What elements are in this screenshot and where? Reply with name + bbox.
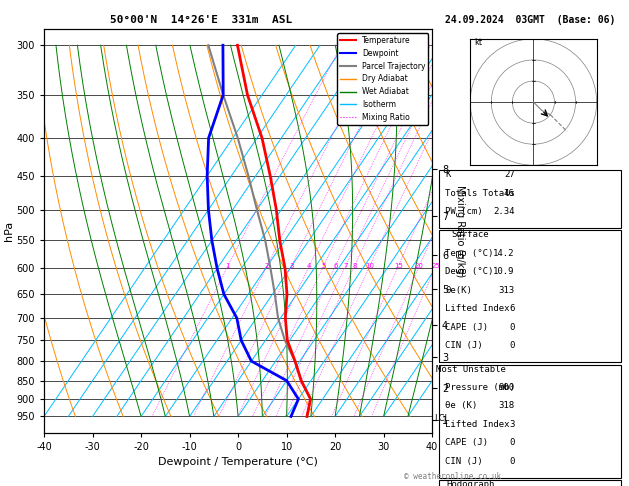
Text: 313: 313	[499, 286, 515, 295]
Text: CIN (J): CIN (J)	[445, 457, 483, 466]
Text: Most Unstable: Most Unstable	[436, 364, 506, 374]
Text: Totals Totals: Totals Totals	[445, 189, 515, 198]
Text: 0: 0	[509, 438, 515, 448]
Text: Lifted Index: Lifted Index	[445, 304, 510, 313]
Text: 318: 318	[499, 401, 515, 411]
Text: 8: 8	[352, 263, 357, 269]
Text: θe(K): θe(K)	[445, 286, 472, 295]
Text: Hodograph: Hodograph	[447, 480, 495, 486]
Text: Dewp (°C): Dewp (°C)	[445, 267, 494, 277]
Text: kt: kt	[474, 38, 482, 47]
Text: 6: 6	[509, 304, 515, 313]
Text: 2.34: 2.34	[493, 207, 515, 216]
Text: CAPE (J): CAPE (J)	[445, 323, 489, 332]
Text: © weatheronline.co.uk: © weatheronline.co.uk	[404, 472, 501, 481]
Y-axis label: hPa: hPa	[4, 221, 14, 241]
Text: LCL: LCL	[435, 414, 450, 423]
Text: 3: 3	[509, 420, 515, 429]
Bar	[439, 230, 621, 362]
Text: 0: 0	[509, 341, 515, 350]
Text: K: K	[445, 170, 451, 179]
Text: 46: 46	[504, 189, 515, 198]
Text: 5: 5	[321, 263, 326, 269]
Text: 3: 3	[289, 263, 294, 269]
Text: θe (K): θe (K)	[445, 401, 477, 411]
Bar	[439, 364, 621, 478]
Text: 25: 25	[431, 263, 440, 269]
Text: 20: 20	[415, 263, 424, 269]
Text: 2: 2	[265, 263, 269, 269]
Text: Temp (°C): Temp (°C)	[445, 249, 494, 258]
Text: Surface: Surface	[452, 230, 489, 240]
Bar	[439, 170, 621, 228]
Text: 10: 10	[365, 263, 374, 269]
Text: Lifted Index: Lifted Index	[445, 420, 510, 429]
Text: 14.2: 14.2	[493, 249, 515, 258]
Text: 0: 0	[509, 323, 515, 332]
Bar	[439, 480, 621, 486]
Text: 900: 900	[499, 383, 515, 392]
Y-axis label: Mixing Ratio (g/kg): Mixing Ratio (g/kg)	[455, 185, 465, 277]
Text: 4: 4	[307, 263, 311, 269]
X-axis label: Dewpoint / Temperature (°C): Dewpoint / Temperature (°C)	[158, 457, 318, 467]
Text: 24.09.2024  03GMT  (Base: 06): 24.09.2024 03GMT (Base: 06)	[445, 15, 616, 25]
Text: 6: 6	[333, 263, 338, 269]
Text: 10.9: 10.9	[493, 267, 515, 277]
Text: 0: 0	[509, 457, 515, 466]
Text: 1: 1	[226, 263, 230, 269]
Text: 50°00'N  14°26'E  331m  ASL: 50°00'N 14°26'E 331m ASL	[110, 15, 292, 25]
Text: CIN (J): CIN (J)	[445, 341, 483, 350]
Text: 15: 15	[394, 263, 403, 269]
Text: CAPE (J): CAPE (J)	[445, 438, 489, 448]
Text: PW (cm): PW (cm)	[445, 207, 483, 216]
Legend: Temperature, Dewpoint, Parcel Trajectory, Dry Adiabat, Wet Adiabat, Isotherm, Mi: Temperature, Dewpoint, Parcel Trajectory…	[337, 33, 428, 125]
Text: 27: 27	[504, 170, 515, 179]
Text: 7: 7	[343, 263, 348, 269]
Text: Pressure (mb): Pressure (mb)	[445, 383, 515, 392]
